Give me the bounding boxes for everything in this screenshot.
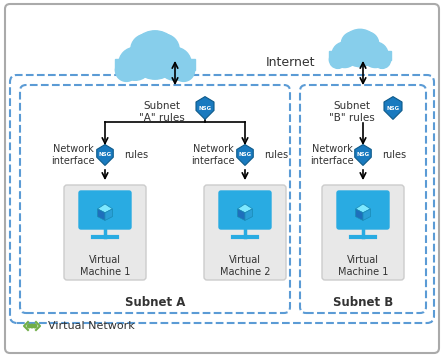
FancyBboxPatch shape	[5, 4, 439, 353]
FancyBboxPatch shape	[204, 185, 286, 280]
Text: Virtual Network: Virtual Network	[48, 321, 135, 331]
FancyBboxPatch shape	[337, 191, 389, 229]
FancyBboxPatch shape	[64, 185, 146, 280]
Text: Subnet
"B" rules: Subnet "B" rules	[329, 101, 375, 123]
Polygon shape	[356, 209, 363, 221]
Circle shape	[329, 51, 346, 69]
Text: NSG: NSG	[198, 106, 211, 111]
Polygon shape	[98, 209, 105, 221]
Circle shape	[115, 59, 137, 81]
Text: Subnet
"A" rules: Subnet "A" rules	[139, 101, 185, 123]
Polygon shape	[363, 209, 370, 221]
Polygon shape	[355, 145, 371, 165]
Circle shape	[148, 34, 179, 65]
Text: NSG: NSG	[386, 106, 400, 111]
Text: rules: rules	[264, 150, 288, 160]
Bar	[115, 59, 194, 70]
FancyBboxPatch shape	[322, 185, 404, 280]
Circle shape	[341, 29, 379, 67]
Circle shape	[341, 32, 365, 56]
Circle shape	[159, 47, 191, 80]
Bar	[329, 51, 391, 60]
Polygon shape	[196, 97, 214, 119]
Text: Subnet B: Subnet B	[333, 297, 393, 310]
Polygon shape	[238, 204, 253, 213]
Text: Virtual
Machine 1: Virtual Machine 1	[80, 255, 130, 277]
Text: Virtual
Machine 2: Virtual Machine 2	[220, 255, 270, 277]
Text: Network
interface: Network interface	[51, 144, 95, 166]
Text: NSG: NSG	[99, 152, 111, 157]
Circle shape	[355, 32, 379, 56]
Circle shape	[33, 324, 37, 328]
Polygon shape	[245, 209, 253, 221]
Polygon shape	[384, 97, 402, 119]
Text: rules: rules	[124, 150, 148, 160]
Polygon shape	[356, 204, 370, 213]
Circle shape	[119, 47, 152, 80]
FancyBboxPatch shape	[219, 191, 271, 229]
Polygon shape	[238, 209, 245, 221]
Text: Virtual
Machine 1: Virtual Machine 1	[338, 255, 388, 277]
Polygon shape	[98, 204, 112, 213]
Text: Internet: Internet	[265, 55, 315, 69]
FancyBboxPatch shape	[79, 191, 131, 229]
Circle shape	[131, 31, 179, 79]
Text: rules: rules	[382, 150, 406, 160]
Polygon shape	[237, 145, 253, 165]
Text: NSG: NSG	[357, 152, 369, 157]
Circle shape	[373, 51, 391, 69]
Polygon shape	[105, 209, 112, 221]
Text: Network
interface: Network interface	[191, 144, 235, 166]
Text: Subnet A: Subnet A	[125, 297, 185, 310]
Circle shape	[131, 34, 162, 65]
Circle shape	[27, 324, 31, 328]
Polygon shape	[97, 145, 113, 165]
Circle shape	[173, 59, 194, 81]
Circle shape	[363, 42, 388, 67]
Circle shape	[332, 42, 357, 67]
Text: NSG: NSG	[238, 152, 252, 157]
Text: Network
interface: Network interface	[310, 144, 354, 166]
Circle shape	[30, 324, 34, 328]
